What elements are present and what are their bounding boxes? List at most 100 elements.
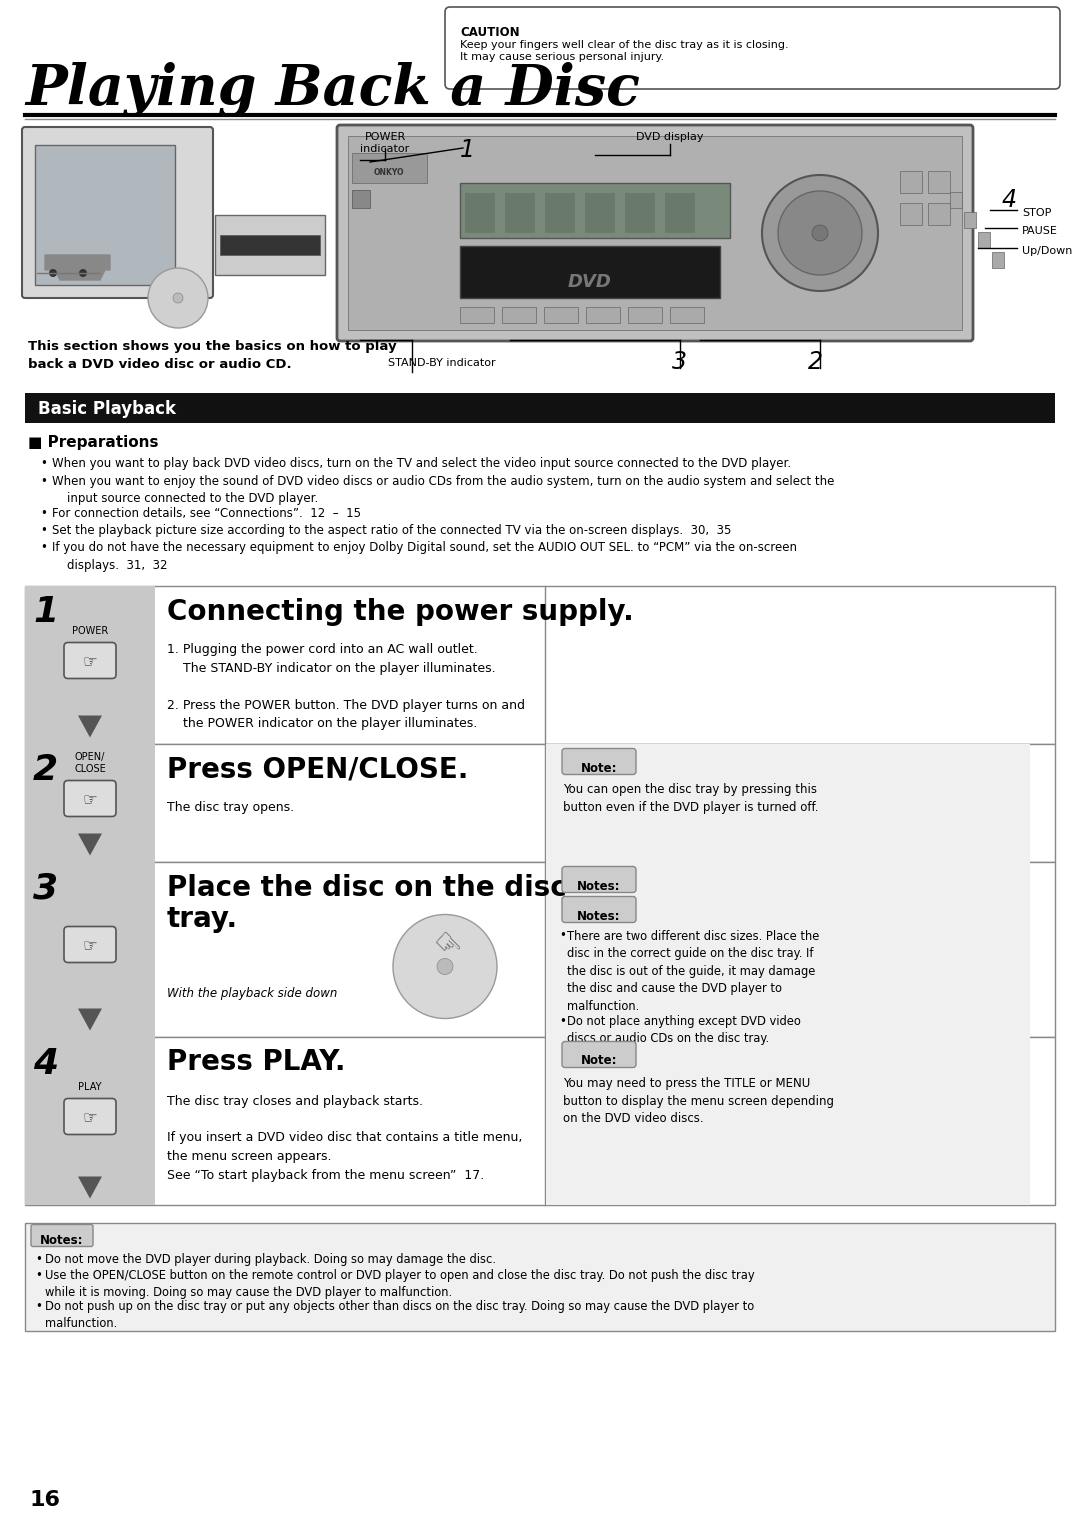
Circle shape (79, 269, 87, 277)
Circle shape (812, 225, 828, 241)
Bar (25, 1222, 1055, 1331)
Polygon shape (78, 715, 102, 738)
Text: ☞: ☞ (82, 654, 97, 671)
Text: ONKYO: ONKYO (374, 168, 404, 177)
Bar (670, 307, 704, 322)
Circle shape (393, 914, 497, 1019)
Text: ☞: ☞ (82, 792, 97, 810)
Bar (546, 744, 1030, 862)
Text: OPEN/
CLOSE: OPEN/ CLOSE (75, 752, 106, 775)
Bar (545, 193, 575, 232)
Text: ☞: ☞ (82, 1109, 97, 1128)
Text: ■ Preparations: ■ Preparations (28, 435, 159, 451)
Text: Notes:: Notes: (40, 1235, 84, 1247)
Bar (900, 171, 922, 193)
Bar (465, 193, 495, 232)
Bar (586, 307, 620, 322)
Text: 3: 3 (33, 871, 58, 906)
Text: Do not push up on the disc tray or put any objects other than discs on the disc : Do not push up on the disc tray or put a… (45, 1300, 754, 1329)
FancyBboxPatch shape (445, 8, 1059, 89)
Text: Press OPEN/CLOSE.: Press OPEN/CLOSE. (167, 755, 469, 784)
Text: •: • (40, 524, 46, 536)
FancyBboxPatch shape (64, 926, 116, 963)
Text: •: • (40, 457, 46, 471)
Text: 3: 3 (672, 350, 687, 374)
Bar (460, 307, 494, 322)
Bar (348, 136, 962, 330)
Bar (502, 307, 536, 322)
Text: PAUSE: PAUSE (1022, 226, 1058, 235)
Circle shape (437, 958, 453, 975)
Text: STOP: STOP (1022, 208, 1051, 219)
Text: Do not place anything except DVD video
discs or audio CDs on the disc tray.: Do not place anything except DVD video d… (567, 1015, 801, 1045)
Text: Use the OPEN/CLOSE button on the remote control or DVD player to open and close : Use the OPEN/CLOSE button on the remote … (45, 1268, 755, 1299)
Text: 4: 4 (1002, 188, 1017, 212)
Bar (546, 1036, 1030, 1204)
Text: •: • (35, 1300, 42, 1313)
Text: •: • (559, 1015, 566, 1027)
Text: Playing Back a Disc: Playing Back a Disc (25, 63, 639, 118)
Text: For connection details, see “Connections”.  12  –  15: For connection details, see “Connections… (52, 506, 361, 520)
FancyBboxPatch shape (64, 1099, 116, 1134)
Text: You can open the disc tray by pressing this
button even if the DVD player is tur: You can open the disc tray by pressing t… (563, 784, 819, 814)
Text: 1: 1 (460, 138, 475, 162)
FancyBboxPatch shape (31, 1224, 93, 1247)
Text: ☞: ☞ (426, 926, 464, 966)
Polygon shape (78, 833, 102, 856)
Circle shape (148, 267, 208, 329)
Bar (352, 153, 427, 183)
Text: PLAY: PLAY (78, 1082, 102, 1093)
FancyBboxPatch shape (562, 897, 636, 923)
Bar (665, 193, 696, 232)
FancyBboxPatch shape (562, 866, 636, 892)
Text: It may cause serious personal injury.: It may cause serious personal injury. (460, 52, 664, 63)
FancyBboxPatch shape (22, 127, 213, 298)
Bar (585, 193, 615, 232)
Bar (25, 862, 156, 1036)
Bar (993, 252, 1004, 267)
Polygon shape (78, 1177, 102, 1198)
Circle shape (762, 176, 878, 290)
Bar (220, 235, 320, 255)
Text: Set the playback picture size according to the aspect ratio of the connected TV : Set the playback picture size according … (52, 524, 731, 536)
Text: Connecting the power supply.: Connecting the power supply. (167, 597, 634, 625)
Text: You may need to press the TITLE or MENU
button to display the menu screen depend: You may need to press the TITLE or MENU … (563, 1077, 834, 1126)
Text: 2: 2 (33, 753, 58, 787)
Text: If you do not have the necessary equipment to enjoy Dolby Digital sound, set the: If you do not have the necessary equipme… (52, 541, 797, 571)
Polygon shape (45, 255, 110, 280)
Text: Note:: Note: (581, 1054, 618, 1068)
FancyBboxPatch shape (337, 125, 973, 341)
Text: When you want to enjoy the sound of DVD video discs or audio CDs from the audio : When you want to enjoy the sound of DVD … (52, 475, 835, 504)
Text: Note:: Note: (581, 761, 618, 775)
Bar (978, 232, 990, 248)
Bar (25, 1036, 156, 1204)
Bar (546, 862, 1030, 1036)
Bar (928, 171, 950, 193)
Text: Up/Down: Up/Down (1022, 246, 1072, 257)
Text: The disc tray opens.: The disc tray opens. (167, 802, 294, 814)
Circle shape (778, 191, 862, 275)
Bar (627, 307, 662, 322)
Bar (25, 744, 1055, 862)
Text: The disc tray closes and playback starts.

If you insert a DVD video disc that c: The disc tray closes and playback starts… (167, 1094, 523, 1181)
Text: •: • (40, 541, 46, 555)
FancyBboxPatch shape (64, 642, 116, 678)
Bar (625, 193, 654, 232)
Text: POWER: POWER (72, 626, 108, 637)
Text: Press PLAY.: Press PLAY. (167, 1048, 346, 1077)
Text: With the playback side down: With the playback side down (167, 987, 337, 999)
FancyBboxPatch shape (64, 781, 116, 816)
Text: 16: 16 (30, 1490, 60, 1510)
Bar (505, 193, 535, 232)
Bar (544, 307, 578, 322)
Text: POWER
indicator: POWER indicator (361, 131, 409, 154)
Text: There are two different disc sizes. Place the
disc in the correct guide on the d: There are two different disc sizes. Plac… (567, 929, 820, 1013)
Text: Keep your fingers well clear of the disc tray as it is closing.: Keep your fingers well clear of the disc… (460, 40, 788, 50)
Bar (928, 203, 950, 225)
Bar (25, 862, 1055, 1036)
Text: CAUTION: CAUTION (460, 26, 519, 40)
Text: •: • (40, 506, 46, 520)
Circle shape (173, 293, 183, 303)
Polygon shape (78, 1008, 102, 1030)
Bar (460, 183, 730, 238)
